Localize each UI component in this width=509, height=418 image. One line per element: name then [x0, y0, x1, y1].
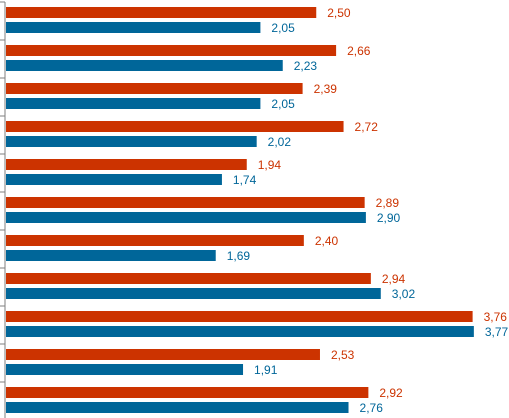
data-label-series-2: 2,05: [271, 21, 295, 35]
data-label-series-1: 2,89: [376, 196, 400, 210]
bar-series-2: [6, 174, 222, 185]
data-label-series-2: 1,74: [233, 173, 257, 187]
bar-series-2: [6, 22, 261, 33]
bar-series-1: [6, 311, 473, 322]
bar-series-1: [6, 387, 369, 398]
bar-series-1: [6, 7, 317, 18]
bar-series-2: [6, 98, 261, 109]
bar-series-1: [6, 197, 365, 208]
data-label-series-1: 2,50: [327, 6, 351, 20]
data-label-series-2: 3,02: [392, 287, 416, 301]
data-label-series-2: 2,76: [360, 401, 384, 415]
data-label-series-2: 2,90: [377, 211, 401, 225]
data-label-series-1: 2,53: [331, 348, 355, 362]
data-label-series-2: 1,91: [254, 363, 278, 377]
bar-series-2: [6, 212, 366, 223]
data-label-series-1: 2,94: [382, 272, 406, 286]
bar-series-1: [6, 159, 247, 170]
data-label-series-1: 2,66: [347, 44, 371, 58]
bar-series-2: [6, 402, 349, 413]
data-label-series-2: 2,02: [268, 135, 292, 149]
data-label-series-2: 2,23: [294, 59, 318, 73]
bar-series-2: [6, 60, 283, 71]
data-label-series-1: 1,94: [258, 158, 282, 172]
data-label-series-1: 3,76: [484, 310, 508, 324]
bar-series-1: [6, 45, 337, 56]
bar-series-2: [6, 288, 381, 299]
bar-series-1: [6, 349, 320, 360]
data-label-series-2: 3,77: [485, 325, 509, 339]
bar-series-1: [6, 273, 371, 284]
data-label-series-2: 1,69: [227, 249, 251, 263]
bar-series-2: [6, 326, 474, 337]
bar-series-2: [6, 250, 216, 261]
data-label-series-2: 2,05: [271, 97, 295, 111]
bar-series-1: [6, 83, 303, 94]
bar-series-1: [6, 121, 344, 132]
data-label-series-1: 2,39: [314, 82, 338, 96]
bar-series-1: [6, 235, 304, 246]
data-label-series-1: 2,72: [355, 120, 379, 134]
data-label-series-1: 2,40: [315, 234, 339, 248]
data-label-series-1: 2,92: [379, 386, 403, 400]
bar-series-2: [6, 136, 257, 147]
bar-series-2: [6, 364, 244, 375]
